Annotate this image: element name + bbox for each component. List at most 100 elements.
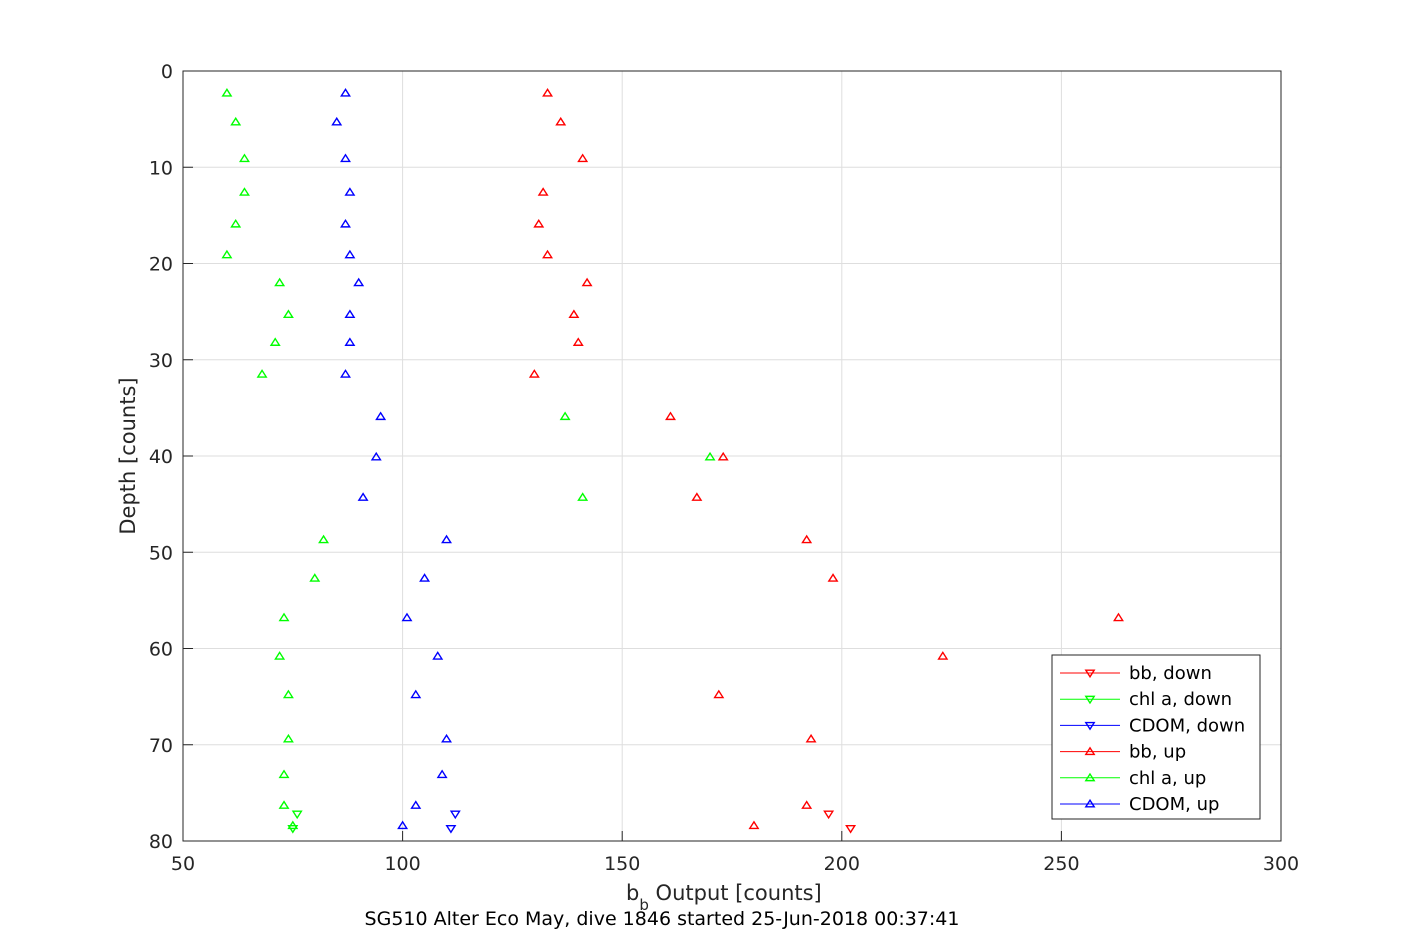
data-point bbox=[401, 612, 413, 622]
y-tick-label: 50 bbox=[149, 542, 173, 564]
data-point bbox=[230, 116, 242, 126]
data-point bbox=[353, 277, 365, 287]
legend-marker bbox=[1084, 695, 1096, 705]
data-point bbox=[318, 534, 330, 544]
legend-marker bbox=[1084, 798, 1096, 808]
x-tick-label: 50 bbox=[171, 853, 195, 875]
data-point bbox=[278, 800, 290, 809]
data-point bbox=[282, 689, 294, 699]
data-point bbox=[937, 651, 949, 660]
legend-entry: CDOM, down bbox=[1060, 715, 1245, 736]
legend-label: bb, up bbox=[1129, 742, 1186, 763]
data-point bbox=[274, 277, 286, 287]
legend-entry: chl a, down bbox=[1060, 689, 1232, 710]
data-point bbox=[230, 218, 242, 228]
data-point bbox=[239, 153, 250, 163]
legend: bb, down chl a, down CDOM, down bb, up chl a… bbox=[1051, 654, 1261, 820]
data-point bbox=[309, 573, 321, 582]
data-point bbox=[827, 573, 839, 582]
data-point bbox=[441, 733, 452, 743]
y-tick-label: 20 bbox=[149, 254, 173, 276]
data-point bbox=[291, 810, 303, 820]
data-point bbox=[449, 810, 461, 820]
legend-marker bbox=[1084, 772, 1096, 782]
data-point bbox=[537, 187, 549, 196]
data-point bbox=[717, 451, 729, 461]
data-marks bbox=[221, 88, 1124, 834]
data-point bbox=[801, 800, 813, 809]
data-point bbox=[432, 651, 444, 660]
axis-ticks: 50 100 150 200 250 300 0 10 20 30 40 50 60 70 80 bbox=[149, 61, 1299, 875]
data-point bbox=[568, 309, 580, 319]
data-point bbox=[441, 534, 452, 544]
data-point bbox=[239, 187, 250, 196]
legend-label: CDOM, down bbox=[1129, 715, 1245, 736]
x-tick-label: 300 bbox=[1263, 853, 1299, 875]
data-point bbox=[340, 88, 351, 97]
data-point bbox=[528, 369, 540, 378]
data-point bbox=[801, 534, 813, 544]
data-point bbox=[559, 411, 571, 421]
data-point bbox=[287, 820, 299, 830]
legend-items: bb, down chl a, down CDOM, down bb, up chl a… bbox=[1060, 663, 1245, 815]
data-point bbox=[344, 309, 356, 319]
series-bb-down bbox=[823, 810, 857, 834]
data-point bbox=[278, 769, 290, 779]
data-point bbox=[370, 451, 382, 461]
data-point bbox=[269, 337, 281, 346]
data-point bbox=[274, 651, 286, 660]
legend-entry: chl a, up bbox=[1060, 768, 1206, 789]
data-point bbox=[1113, 612, 1124, 622]
x-tick-label: 150 bbox=[604, 853, 640, 875]
legend-box bbox=[1051, 654, 1261, 820]
data-point bbox=[748, 820, 760, 830]
legend-entry: CDOM, up bbox=[1060, 794, 1219, 815]
x-axis-title: bb Output [counts] bbox=[626, 881, 822, 914]
series-cdom-down bbox=[445, 810, 461, 834]
data-point bbox=[713, 689, 725, 699]
data-point bbox=[436, 769, 448, 779]
legend-marker bbox=[1084, 746, 1096, 756]
legend-marker bbox=[1084, 669, 1096, 679]
data-point bbox=[397, 820, 409, 830]
data-point bbox=[845, 824, 857, 834]
data-point bbox=[344, 187, 356, 196]
y-tick-label: 30 bbox=[149, 350, 173, 372]
data-point bbox=[375, 411, 387, 421]
data-point bbox=[533, 218, 545, 228]
legend-entry: bb, down bbox=[1060, 663, 1212, 684]
y-axis-title: Depth [counts] bbox=[116, 377, 140, 534]
legend-label: chl a, down bbox=[1129, 689, 1232, 710]
legend-label: chl a, up bbox=[1129, 768, 1206, 789]
data-point bbox=[357, 492, 369, 501]
data-point bbox=[577, 153, 589, 163]
series-chl-a-up bbox=[221, 88, 716, 830]
data-point bbox=[331, 116, 343, 126]
y-tick-label: 60 bbox=[149, 639, 173, 661]
y-tick-label: 70 bbox=[149, 735, 173, 757]
data-point bbox=[665, 411, 676, 421]
data-point bbox=[344, 249, 356, 259]
data-point bbox=[410, 800, 422, 809]
data-point bbox=[419, 573, 431, 582]
data-point bbox=[542, 249, 554, 259]
data-point bbox=[581, 277, 593, 287]
legend-marker bbox=[1084, 721, 1096, 731]
data-point bbox=[572, 337, 584, 346]
data-point bbox=[704, 451, 716, 461]
legend-label: bb, down bbox=[1129, 663, 1212, 684]
data-point bbox=[410, 689, 422, 699]
legend-entry: bb, up bbox=[1060, 742, 1186, 763]
data-point bbox=[340, 218, 351, 228]
data-point bbox=[256, 369, 268, 378]
y-tick-label: 0 bbox=[161, 61, 173, 83]
data-point bbox=[221, 249, 233, 259]
data-point bbox=[577, 492, 589, 501]
data-point bbox=[282, 309, 294, 319]
data-point bbox=[278, 612, 290, 622]
data-point bbox=[823, 810, 835, 820]
data-point bbox=[344, 337, 356, 346]
x-tick-label: 200 bbox=[824, 853, 860, 875]
data-point bbox=[340, 153, 351, 163]
